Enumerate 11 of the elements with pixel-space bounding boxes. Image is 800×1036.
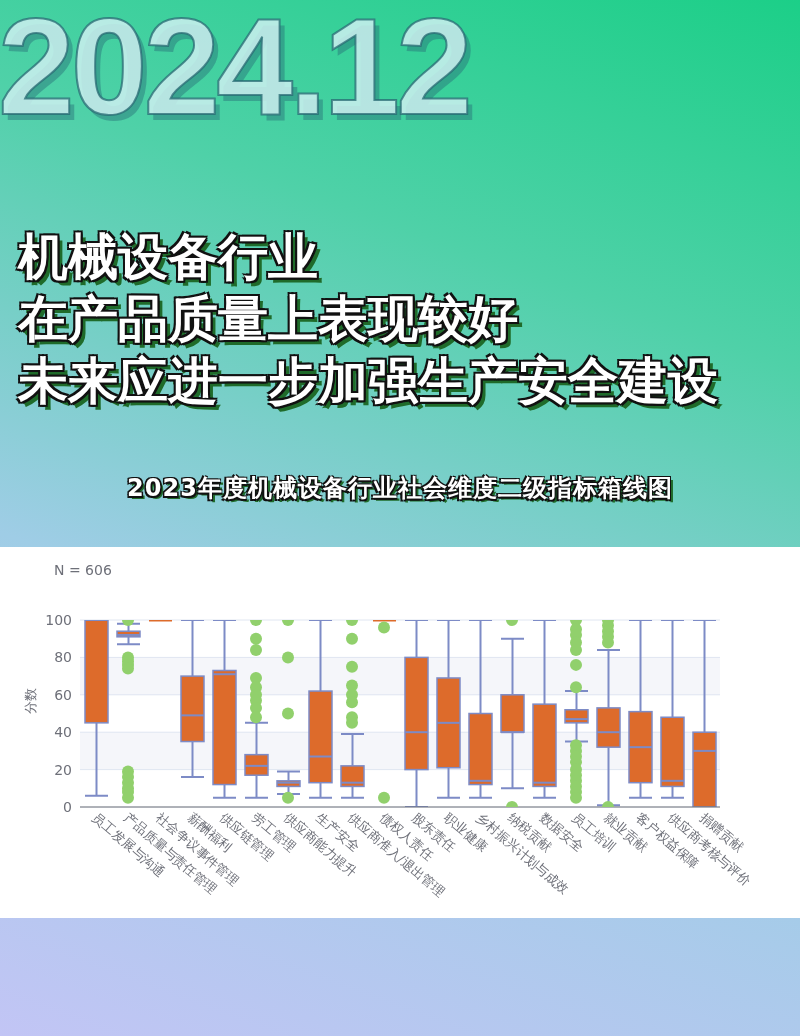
text: 2024.12 [0,0,469,145]
chart-subtitle: 2023年度机械设备行业社会维度二级指标箱线图 [126,473,674,504]
y-axis-title: 分数 [22,687,38,714]
text: N = 606 [54,562,112,578]
chart-title: 机械设备行业在产品质量上表现较好未来应进一步加强生产安全建设 [18,228,718,410]
y-tick-label: 60 [54,686,72,703]
y-tick-label: 0 [63,798,72,815]
y-tick-label: 20 [54,761,72,778]
y-tick-label: 80 [54,649,72,666]
y-tick-label: 100 [45,611,72,628]
y-tick-label: 40 [54,724,72,741]
